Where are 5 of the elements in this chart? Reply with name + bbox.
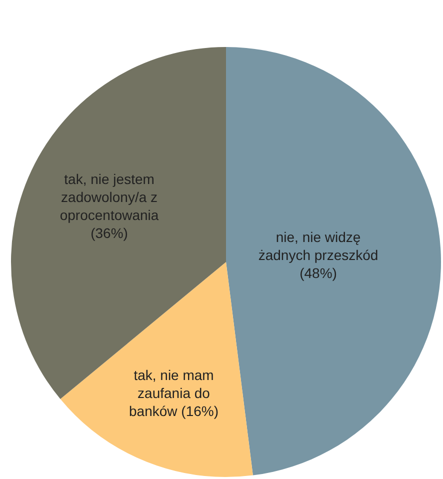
slice-label: tak, nie jestem zadowolony/a z oprocentowania xyxy=(60,170,159,223)
data-label: (48%) xyxy=(300,265,337,282)
slice-label: tak, nie mam zaufania do banków (16%) xyxy=(129,366,219,419)
data-label: (36%) xyxy=(90,224,128,241)
slice-label: nie, nie widzę żadnych przeszkód xyxy=(258,229,378,264)
